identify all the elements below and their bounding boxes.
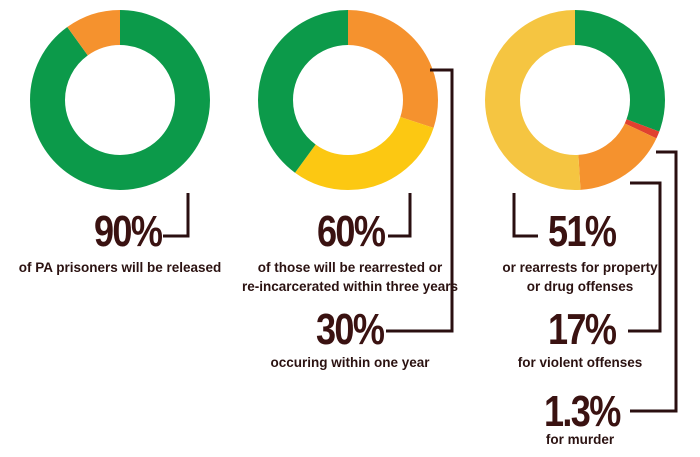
connector-51 [512, 193, 538, 238]
donut-chart-2 [258, 10, 438, 190]
stat-released-caption: of PA prisoners will be released [18, 260, 222, 275]
stat-released-percent: 90% [94, 207, 163, 256]
connector-17 [628, 181, 662, 333]
connector-lines [163, 68, 678, 413]
stat-one-year-percent: 30% [316, 305, 385, 354]
donut-3-slice-4 [485, 10, 665, 190]
stat-murder-caption: for murder [545, 432, 615, 447]
connector-1.3 [630, 150, 678, 413]
stat-rearrested-caption-line2: re-incarcerated within three years [241, 279, 459, 294]
stat-property-drug-caption-line2: or drug offenses [526, 279, 634, 294]
connector-90 [163, 193, 190, 238]
donut-chart-3 [485, 10, 665, 190]
connector-30 [386, 68, 454, 333]
stat-murder-percent: 1.3% [544, 387, 621, 436]
connector-60 [388, 193, 412, 238]
donut-2-slice-3 [258, 10, 438, 190]
stat-rearrested-caption-line1: of those will be rearrested or [257, 260, 443, 275]
donut-chart-1 [30, 10, 210, 190]
stat-property-drug-percent: 51% [548, 207, 617, 256]
stat-one-year-caption: occuring within one year [270, 355, 430, 370]
donut-2-slice-2 [258, 10, 438, 190]
stat-violent-percent: 17% [548, 305, 617, 354]
stat-violent-caption: for violent offenses [517, 355, 643, 370]
stat-property-drug-caption-line1: or rearrests for property [502, 260, 658, 275]
stat-rearrested-percent: 60% [317, 207, 386, 256]
donut-1-slice-2 [30, 10, 210, 190]
